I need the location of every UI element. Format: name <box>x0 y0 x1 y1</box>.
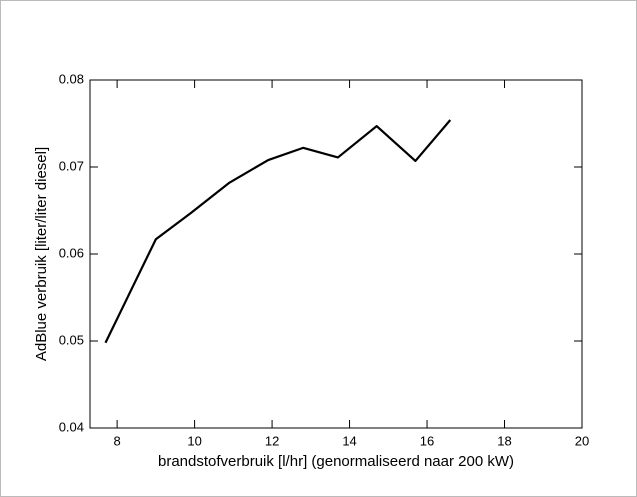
x-tick-label: 20 <box>575 433 589 448</box>
x-tick-label: 14 <box>342 433 356 448</box>
y-tick-label: 0.04 <box>59 419 84 434</box>
x-tick-label: 12 <box>265 433 279 448</box>
y-tick-label: 0.07 <box>59 158 84 173</box>
x-tick-label: 8 <box>114 433 121 448</box>
y-axis-label: AdBlue verbruik [liter/liter diesel] <box>33 147 50 361</box>
data-line <box>104 119 452 344</box>
y-tick-label: 0.08 <box>59 71 84 86</box>
x-tick-label: 10 <box>187 433 201 448</box>
x-tick-label: 16 <box>420 433 434 448</box>
y-tick-label: 0.05 <box>59 332 84 347</box>
x-axis-label: brandstofverbruik [l/hr] (genormaliseerd… <box>158 453 514 470</box>
y-tick-label: 0.06 <box>59 245 84 260</box>
x-tick-label: 18 <box>497 433 511 448</box>
